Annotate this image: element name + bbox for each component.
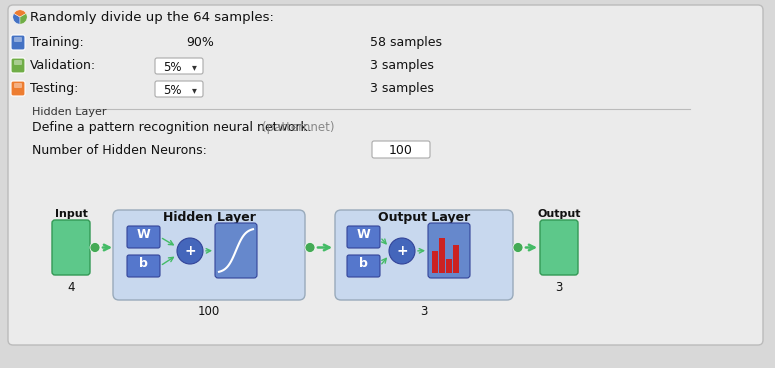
Text: 100: 100 [198, 305, 220, 318]
Text: W: W [136, 228, 150, 241]
Text: 4: 4 [67, 281, 74, 294]
FancyBboxPatch shape [11, 35, 25, 50]
Bar [432, 251, 438, 273]
Text: Validation:: Validation: [30, 59, 96, 72]
Text: 90%: 90% [186, 36, 214, 49]
FancyBboxPatch shape [14, 37, 22, 42]
FancyBboxPatch shape [11, 58, 25, 73]
Text: 5%: 5% [163, 61, 181, 74]
FancyBboxPatch shape [155, 81, 203, 97]
Text: (patternnet): (patternnet) [262, 121, 335, 134]
Text: 3 samples: 3 samples [370, 59, 434, 72]
Circle shape [305, 243, 315, 252]
Circle shape [90, 243, 100, 252]
Wedge shape [20, 13, 27, 24]
Text: Define a pattern recognition neural network.: Define a pattern recognition neural netw… [32, 121, 312, 134]
Bar [446, 259, 452, 273]
Circle shape [389, 238, 415, 264]
Circle shape [177, 238, 203, 264]
FancyBboxPatch shape [155, 58, 203, 74]
FancyBboxPatch shape [347, 255, 380, 277]
FancyBboxPatch shape [52, 220, 90, 275]
Text: ▾: ▾ [192, 85, 197, 95]
Text: 3: 3 [420, 305, 428, 318]
Wedge shape [13, 13, 20, 24]
Text: 5%: 5% [163, 84, 181, 97]
Text: 3: 3 [556, 281, 563, 294]
Circle shape [513, 243, 523, 252]
Text: Hidden Layer: Hidden Layer [32, 107, 106, 117]
Text: b: b [139, 257, 148, 270]
Text: 100: 100 [389, 144, 413, 157]
FancyBboxPatch shape [14, 60, 22, 65]
Text: Hidden Layer: Hidden Layer [163, 211, 256, 224]
FancyBboxPatch shape [335, 210, 513, 300]
FancyBboxPatch shape [127, 226, 160, 248]
Text: Output Layer: Output Layer [378, 211, 470, 224]
Text: b: b [359, 257, 368, 270]
Text: 3 samples: 3 samples [370, 82, 434, 95]
FancyBboxPatch shape [540, 220, 578, 275]
Text: Input: Input [54, 209, 88, 219]
FancyBboxPatch shape [11, 81, 25, 96]
Text: Number of Hidden Neurons:: Number of Hidden Neurons: [32, 144, 207, 157]
Bar [439, 238, 445, 273]
FancyBboxPatch shape [215, 223, 257, 278]
Text: Training:: Training: [30, 36, 84, 49]
FancyBboxPatch shape [127, 255, 160, 277]
FancyBboxPatch shape [14, 83, 22, 88]
Text: +: + [396, 244, 408, 258]
Text: W: W [356, 228, 370, 241]
Wedge shape [14, 10, 26, 17]
Text: +: + [184, 244, 196, 258]
Text: Randomly divide up the 64 samples:: Randomly divide up the 64 samples: [30, 11, 274, 24]
FancyBboxPatch shape [113, 210, 305, 300]
FancyBboxPatch shape [8, 5, 763, 345]
Text: Output: Output [537, 209, 580, 219]
FancyBboxPatch shape [372, 141, 430, 158]
FancyBboxPatch shape [347, 226, 380, 248]
Text: Testing:: Testing: [30, 82, 78, 95]
Text: 58 samples: 58 samples [370, 36, 442, 49]
FancyBboxPatch shape [428, 223, 470, 278]
Bar [453, 245, 459, 273]
Text: ▾: ▾ [192, 62, 197, 72]
